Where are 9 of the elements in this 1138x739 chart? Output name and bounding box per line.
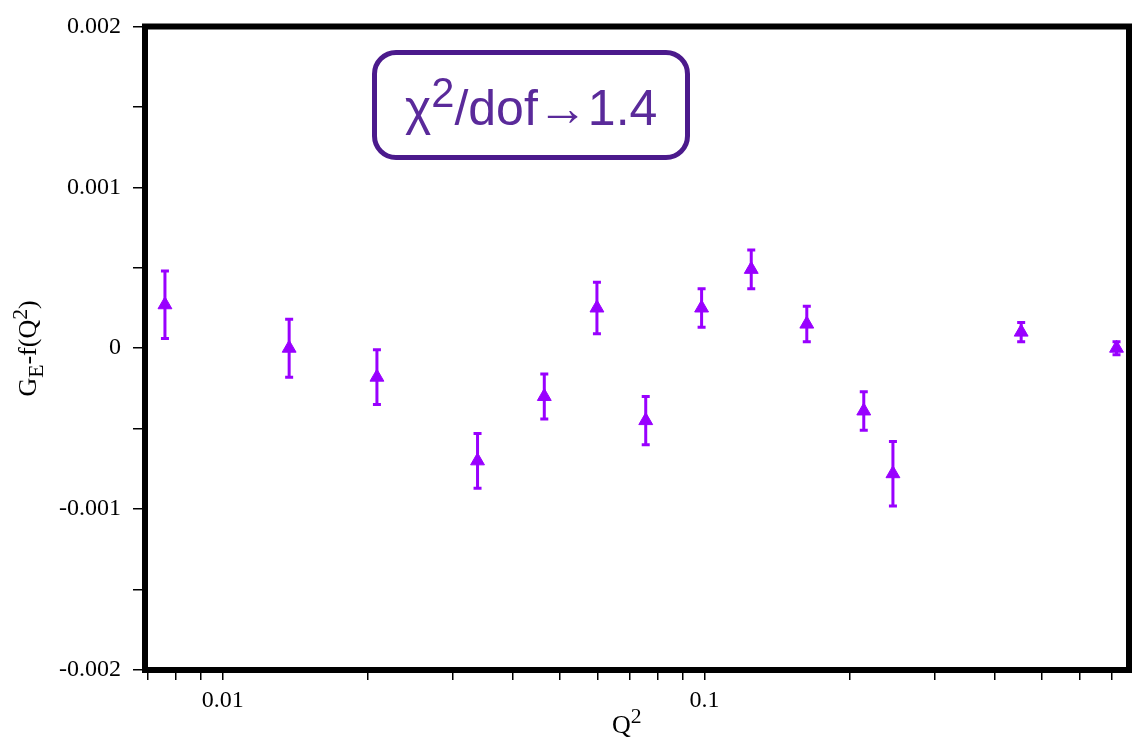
annotation: χ$^{2}$/dof→1.4 bbox=[372, 50, 691, 160]
y-tick-label: 0.001 bbox=[67, 172, 121, 199]
x-axis-title: Q$^{2}$ bbox=[612, 704, 642, 739]
x-tick-label: 0.01 bbox=[201, 685, 244, 712]
y-tick-label: -0.001 bbox=[59, 494, 121, 521]
y-tick-label: 0.002 bbox=[67, 11, 121, 38]
y-tick-label: 0 bbox=[109, 333, 121, 360]
x-tick-label: 0.1 bbox=[689, 685, 720, 712]
y-tick-label: -0.002 bbox=[59, 655, 121, 682]
